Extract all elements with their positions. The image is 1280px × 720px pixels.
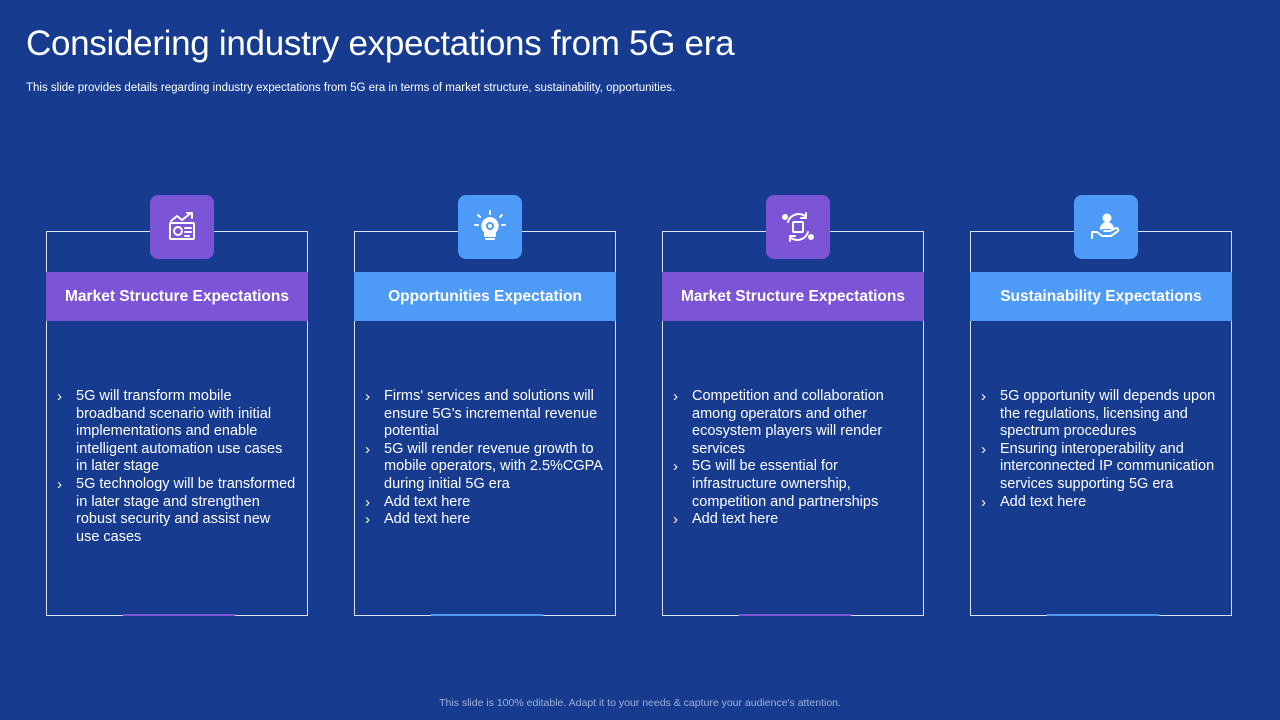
bullet-item: Add text here	[673, 511, 913, 529]
card-accent-bar	[431, 614, 543, 616]
bullet-item: 5G will transform mobile broadband scena…	[57, 388, 297, 476]
bullet-item: Competition and collaboration among oper…	[673, 388, 913, 458]
card-market-structure-2: Market Structure Expectations Competitio…	[662, 195, 924, 616]
bullet-item: Firms' services and solutions will ensur…	[365, 388, 605, 441]
slide-title: Considering industry expectations from 5…	[26, 24, 735, 63]
card-heading: Market Structure Expectations	[46, 272, 308, 321]
card-market-structure-1: Market Structure Expectations 5G will tr…	[46, 195, 308, 616]
bullet-list: 5G opportunity will depends upon the reg…	[981, 388, 1221, 511]
card-opportunities: Opportunities Expectation Firms' service…	[354, 195, 616, 616]
slide-subtitle: This slide provides details regarding in…	[26, 82, 676, 94]
chart-certificate-icon	[169, 212, 195, 240]
card-icon-container	[766, 195, 830, 259]
slide-footer: This slide is 100% editable. Adapt it to…	[439, 697, 841, 709]
bullet-item: 5G will be essential for infrastructure …	[673, 458, 913, 511]
card-accent-bar	[123, 614, 235, 616]
card-heading: Market Structure Expectations	[662, 272, 924, 321]
bullet-item: 5G technology will be transformed in lat…	[57, 476, 297, 546]
card-heading: Opportunities Expectation	[354, 272, 616, 321]
lightbulb-gear-icon	[474, 210, 506, 240]
bullet-item: Add text here	[365, 494, 605, 512]
card-heading: Sustainability Expectations	[970, 272, 1232, 321]
bullet-item: Add text here	[981, 494, 1221, 512]
bullet-item: Add text here	[365, 511, 605, 529]
bullet-list: Firms' services and solutions will ensur…	[365, 388, 605, 529]
card-icon-container	[1074, 195, 1138, 259]
card-accent-bar	[1047, 614, 1159, 616]
hand-user-icon	[1091, 213, 1120, 239]
card-sustainability: Sustainability Expectations 5G opportuni…	[970, 195, 1232, 616]
card-icon-container	[150, 195, 214, 259]
card-accent-bar	[739, 614, 851, 616]
bullet-list: 5G will transform mobile broadband scena…	[57, 388, 297, 546]
bullet-item: 5G opportunity will depends upon the reg…	[981, 388, 1221, 441]
bullet-list: Competition and collaboration among oper…	[673, 388, 913, 529]
card-icon-container	[458, 195, 522, 259]
bullet-item: 5G will render revenue growth to mobile …	[365, 441, 605, 494]
bullet-item: Ensuring interoperability and interconne…	[981, 441, 1221, 494]
people-cycle-icon	[782, 212, 814, 242]
